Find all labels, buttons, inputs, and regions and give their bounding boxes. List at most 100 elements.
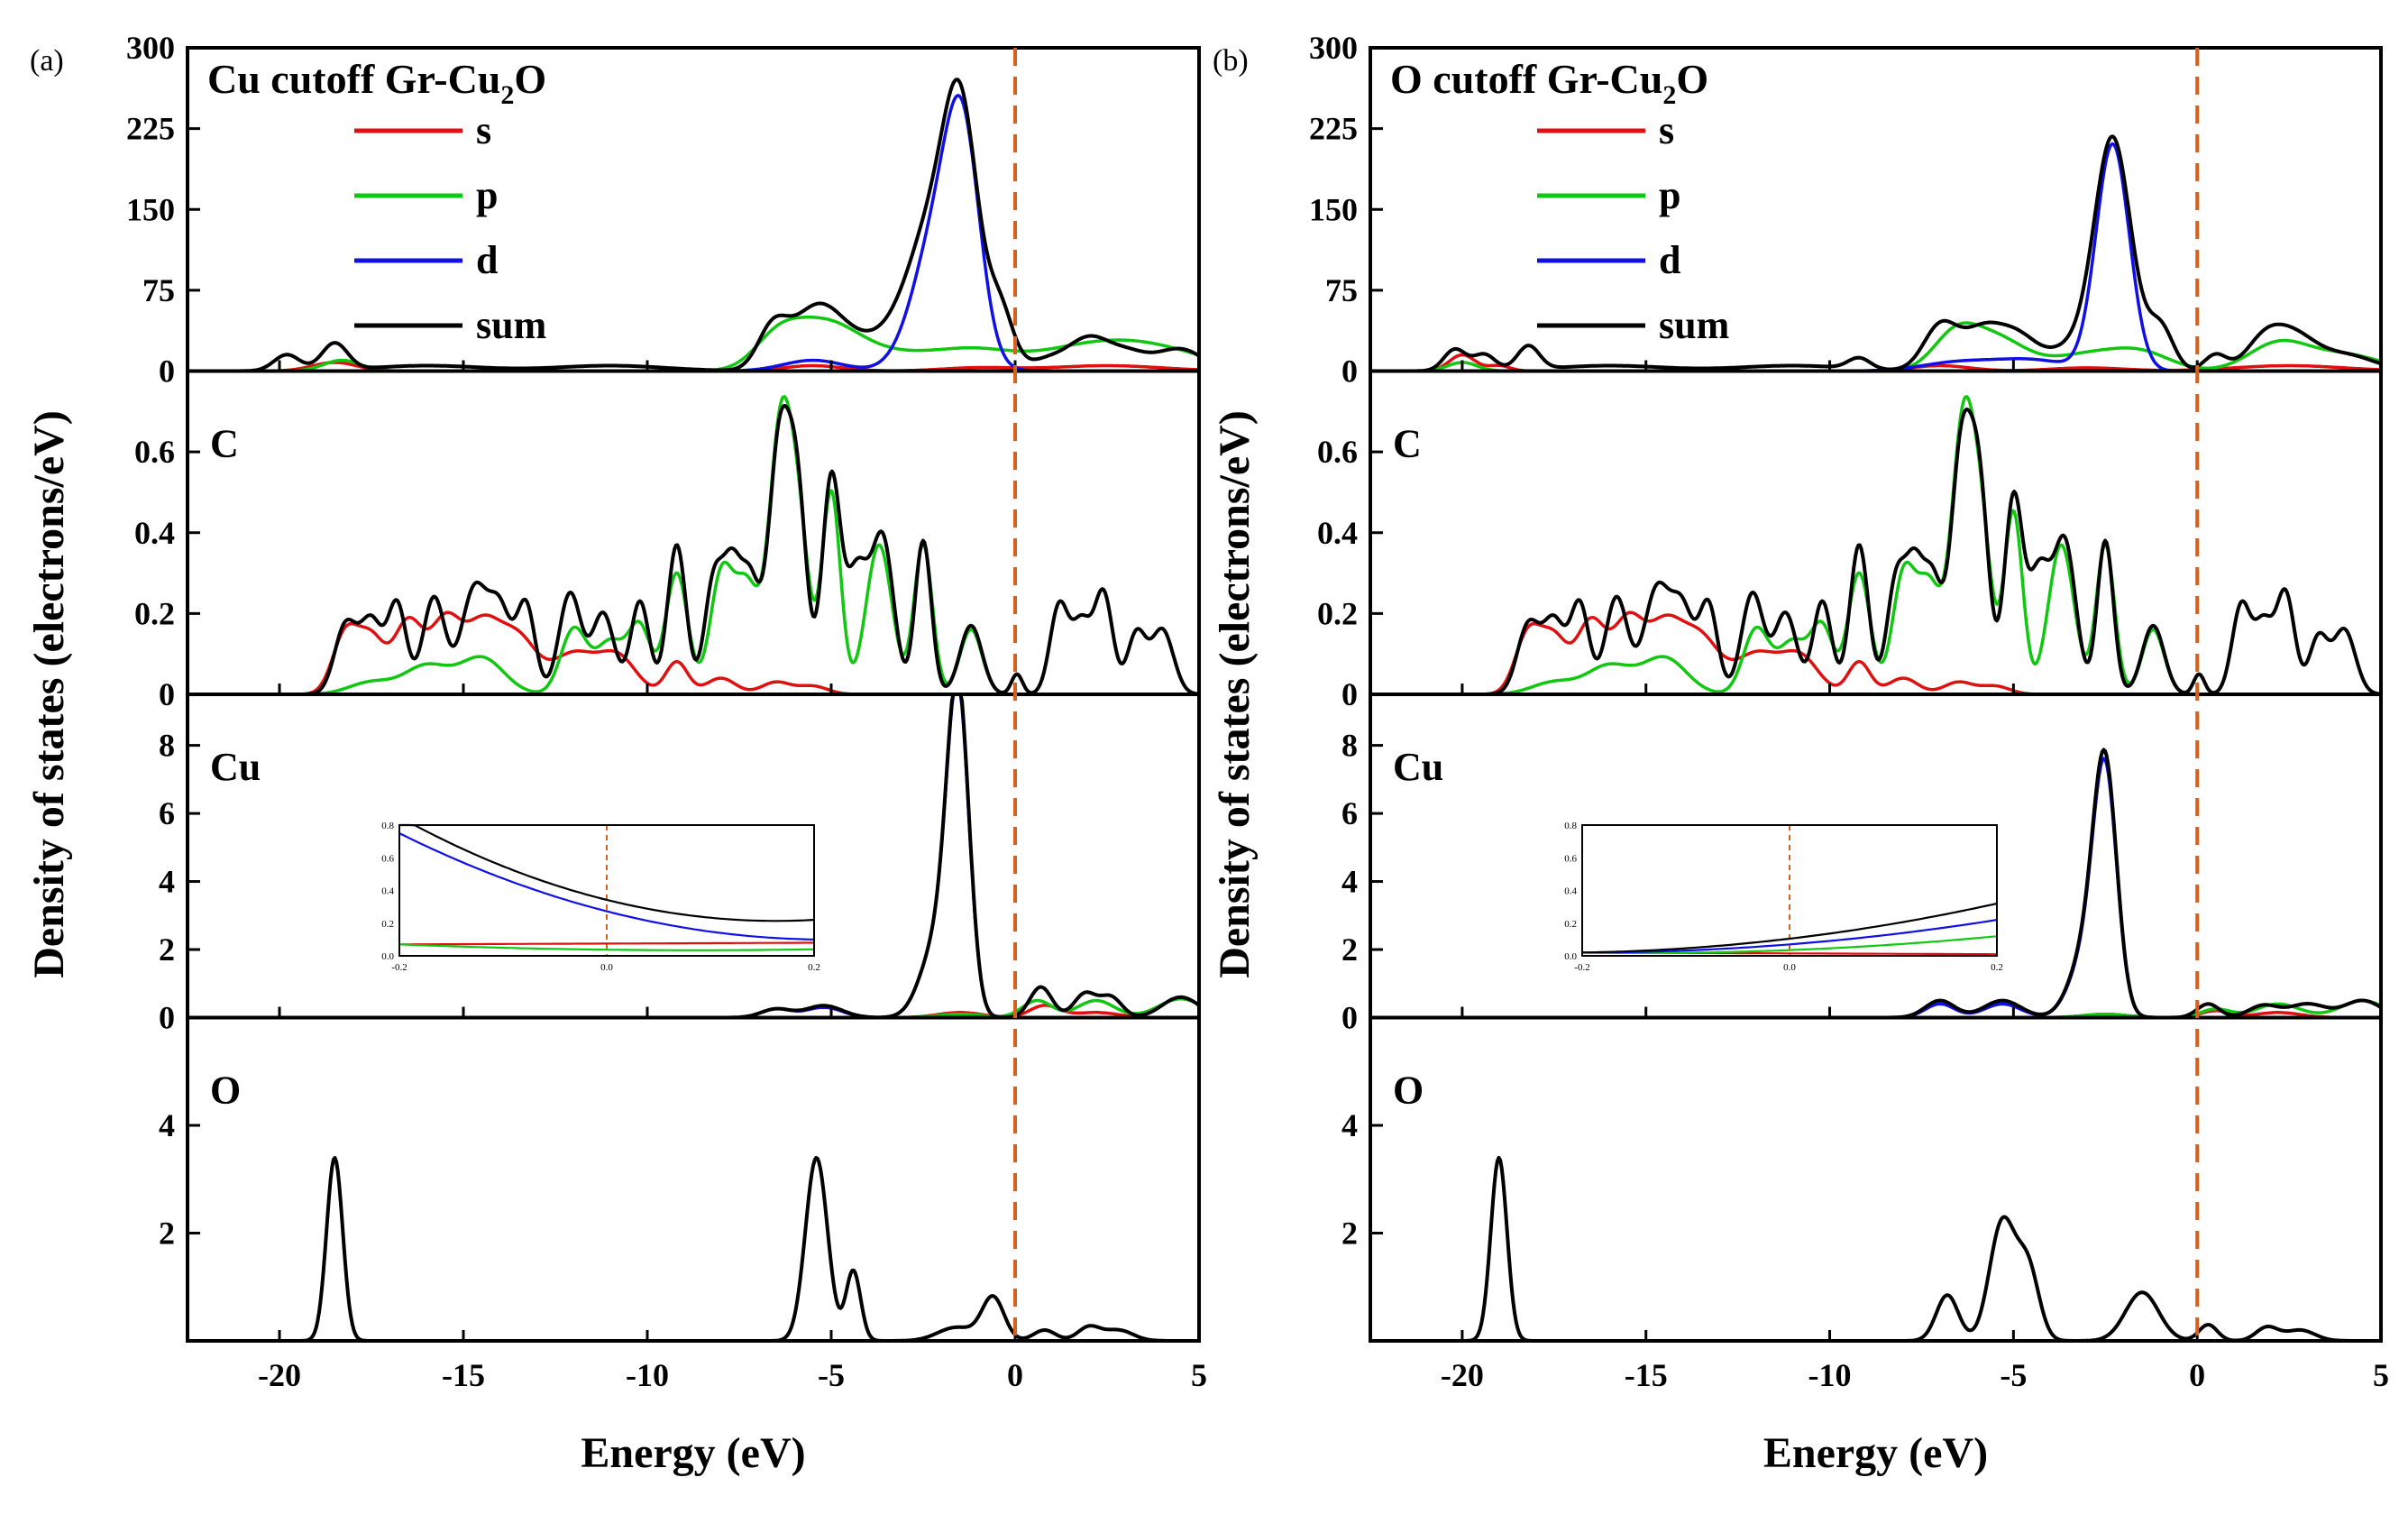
x-tick-label: 0 (1007, 1357, 1023, 1393)
series-p-line (1369, 1156, 2382, 1343)
x-tick-label: 5 (2373, 1357, 2389, 1393)
series-sum-line (1369, 1155, 2382, 1343)
y-tick-label: 0 (1341, 1000, 1358, 1036)
inset-y-tick-label: 0.8 (381, 821, 394, 831)
series-sum-line (187, 693, 1201, 1020)
inset-x-tick-label: -0.2 (391, 962, 407, 973)
legend-label-s: s (476, 108, 491, 152)
subplot-label-Cu: Cu (210, 745, 261, 789)
inset-series-sum (399, 823, 815, 922)
inset-series-p (1581, 935, 1998, 954)
panel-label: (b) (1213, 44, 1249, 78)
subplot-label-Cu: Cu (1393, 745, 1443, 789)
subplot-frame (1369, 693, 2383, 1020)
y-tick-label: 4 (1341, 1107, 1358, 1143)
subplot-label-C: C (210, 422, 239, 466)
legend-label-sum: sum (1659, 303, 1729, 347)
y-tick-label: 75 (1325, 272, 1358, 308)
y-tick-label: 0.6 (134, 434, 175, 470)
series-s-line (187, 1004, 1200, 1020)
inset-y-tick-label: 0.2 (1564, 919, 1577, 930)
legend-label-p: p (476, 173, 498, 217)
panel-title-tail: O (1676, 56, 1708, 102)
inset-y-tick-label: 0.2 (381, 919, 394, 930)
series-p-line (187, 996, 1200, 1020)
subplot-frame (186, 1015, 1201, 1343)
series-sum-line (187, 78, 1200, 373)
subplot-C: 0 0.2 0.4 0.6 C (1317, 369, 2383, 712)
y-axis-label: Density of states (electrons/eV) (1211, 410, 1259, 978)
panel-title-tail: O (514, 56, 546, 102)
subplot-frame (1369, 1015, 2383, 1343)
inset-series-d (398, 832, 815, 941)
inset: -0.2 0.0 0.20.00.20.40.60.8 (381, 821, 820, 973)
inset-y-tick-label: 0.6 (1564, 853, 1577, 864)
panel-label: (a) (30, 44, 64, 78)
series-d-line (1369, 142, 2382, 373)
y-axis-label: Density of states (electrons/eV) (25, 410, 73, 978)
series-sum-line (187, 1156, 1200, 1343)
inset-y-tick-label: 0.0 (1564, 951, 1577, 962)
y-tick-label: 0 (1341, 676, 1358, 712)
inset-series-sum (1581, 902, 1998, 954)
legend-label-d: d (1659, 238, 1680, 282)
series-d-line (187, 94, 1200, 373)
subplot-label-O: O (1393, 1069, 1424, 1113)
y-tick-label: 0.4 (134, 515, 175, 551)
inset-y-tick-label: 0.0 (381, 951, 394, 962)
y-tick-label: 150 (126, 191, 175, 227)
x-tick-label: 5 (1191, 1357, 1207, 1393)
inset-x-tick-label: 0.0 (1783, 962, 1796, 973)
x-tick-label: -10 (1808, 1357, 1852, 1393)
x-tick-label: -10 (626, 1357, 669, 1393)
y-tick-label: 300 (126, 30, 175, 66)
panel-title-subscript: 2 (500, 80, 514, 110)
y-tick-label: 6 (1341, 795, 1358, 831)
y-tick-label: 4 (159, 864, 175, 900)
y-tick-label: 2 (1341, 1216, 1358, 1252)
y-tick-label: 0 (159, 353, 175, 390)
x-tick-label: -20 (258, 1357, 301, 1393)
y-tick-label: 0.2 (1317, 595, 1358, 631)
inset-frame (398, 824, 815, 957)
subplot-frame (186, 693, 1201, 1020)
inset-y-tick-label: 0.4 (1564, 886, 1577, 897)
y-tick-label: 0.2 (134, 595, 175, 631)
inset-series-d (1582, 919, 1998, 954)
inset-series-p (398, 943, 814, 951)
subplot-label-C: C (1393, 422, 1422, 466)
subplot-label-O: O (210, 1069, 241, 1113)
x-tick-label: -5 (2000, 1357, 2027, 1393)
panel-title: Cu cutoff Gr-Cu2O (207, 56, 546, 110)
subplot-O: 2 4 -20 -15 -10 -5 0 5 O (1341, 1015, 2389, 1393)
legend-label-sum: sum (476, 303, 546, 347)
y-tick-label: 0 (159, 676, 175, 712)
series-d-line (1369, 757, 2382, 1020)
y-tick-label: 150 (1309, 191, 1358, 227)
y-tick-label: 2 (159, 1216, 175, 1252)
inset-x-tick-label: -0.2 (1574, 962, 1589, 973)
legend-label-s: s (1659, 108, 1674, 152)
inset-y-tick-label: 0.6 (381, 853, 394, 864)
x-tick-label: -5 (818, 1357, 845, 1393)
subplot-C: 0 0.2 0.4 0.6 C (134, 369, 1201, 712)
panel-title-main: Cu cutoff Gr-Cu (207, 56, 500, 102)
series-sum-line (1369, 408, 2382, 696)
inset-x-tick-label: 0.0 (600, 962, 613, 973)
subplot-O: 2 4 -20 -15 -10 -5 0 5 O (159, 1015, 1207, 1393)
panel-title: O cutoff Gr-Cu2O (1390, 56, 1708, 110)
y-tick-label: 0.4 (1317, 515, 1358, 551)
x-tick-label: 0 (2189, 1357, 2205, 1393)
legend-label-d: d (476, 238, 498, 282)
y-tick-label: 225 (126, 111, 175, 147)
x-tick-label: -15 (442, 1357, 485, 1393)
legend-label-p: p (1659, 173, 1680, 217)
panel-title-subscript: 2 (1662, 80, 1676, 110)
y-tick-label: 8 (159, 728, 175, 764)
y-tick-label: 300 (1309, 30, 1358, 66)
series-sum-line (187, 403, 1200, 696)
